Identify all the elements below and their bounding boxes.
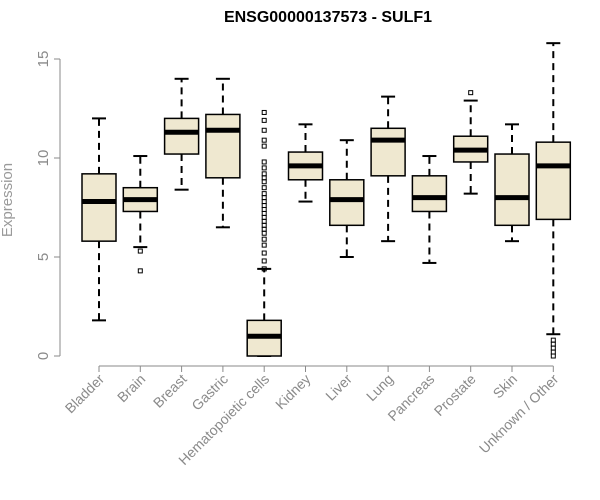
x-tick-label: Bladder (62, 371, 108, 417)
outlier-point (261, 242, 267, 248)
outlier-point (261, 143, 267, 149)
iqr-box (205, 113, 241, 179)
y-axis-label: Expression (0, 163, 16, 237)
outlier-point (468, 90, 474, 96)
outlier-point (550, 349, 556, 355)
outlier-point (550, 341, 556, 347)
outlier-point (261, 109, 267, 115)
box-unknown-other (535, 42, 572, 359)
outlier-point (261, 226, 267, 232)
box-bladder (81, 117, 117, 322)
outlier-point (261, 258, 267, 264)
axes: 0 5 10 15 (35, 51, 554, 372)
y-tick-label: 10 (35, 150, 52, 167)
outlier-point (261, 203, 267, 209)
outlier-point (261, 117, 267, 123)
outlier-point (550, 337, 556, 343)
outlier-point (261, 191, 267, 197)
x-tick-label: Breast (150, 371, 190, 411)
iqr-box (411, 175, 448, 213)
x-tick-label: Skin (490, 371, 521, 402)
y-tick-label: 15 (35, 51, 52, 68)
box-gastric (205, 77, 241, 229)
iqr-box (494, 153, 530, 227)
outlier-point (261, 199, 267, 205)
outlier-point (550, 345, 556, 351)
outlier-point (261, 210, 267, 216)
outlier-point (261, 222, 267, 228)
outlier-point (261, 236, 267, 242)
outlier-point (550, 353, 556, 359)
iqr-box (535, 141, 572, 221)
iqr-box (163, 117, 200, 155)
outlier-point (261, 165, 267, 171)
outlier-point (261, 250, 267, 256)
iqr-box (81, 173, 117, 242)
box-breast (163, 77, 200, 191)
outlier-point (261, 214, 267, 220)
outlier-point (137, 268, 143, 274)
outlier-point (261, 206, 267, 212)
outlier-point (261, 137, 267, 143)
box-brain (122, 155, 159, 274)
box-kidney (287, 123, 324, 203)
box-lung (370, 95, 406, 243)
chart-title: ENSG00000137573 - SULF1 (224, 9, 432, 26)
y-tick-label: 0 (35, 352, 52, 360)
box-series (81, 42, 572, 359)
box-hematopoietic-cells (246, 109, 282, 357)
iqr-box (370, 127, 406, 177)
outlier-point (261, 218, 267, 224)
outlier-point (137, 248, 143, 254)
outlier-point (261, 175, 267, 181)
outlier-point (261, 127, 267, 133)
x-tick-label: Lung (363, 371, 396, 404)
outlier-point (261, 230, 267, 236)
y-tick-label: 5 (35, 253, 52, 261)
x-tick-label: Brain (114, 371, 148, 405)
x-tick-label: Liver (322, 371, 355, 404)
box-prostate (452, 90, 489, 195)
outlier-point (261, 159, 267, 165)
box-liver (329, 139, 365, 258)
iqr-box (329, 179, 365, 227)
x-tick-label: Kidney (272, 371, 314, 413)
outlier-point (261, 171, 267, 177)
outlier-point (261, 179, 267, 185)
box-skin (494, 123, 530, 243)
outlier-point (261, 266, 267, 272)
outlier-point (261, 195, 267, 201)
x-tick-label: Prostate (431, 371, 479, 419)
outlier-point (261, 185, 267, 191)
box-pancreas (411, 155, 448, 264)
